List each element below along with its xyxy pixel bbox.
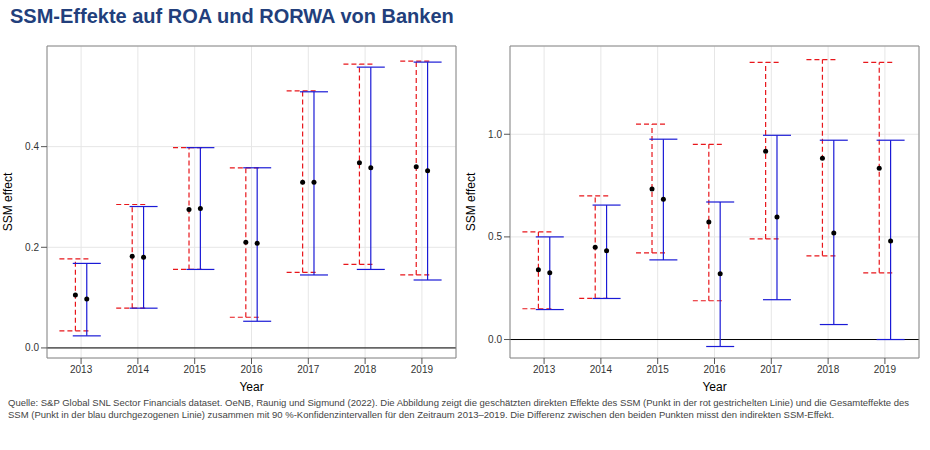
svg-text:0.4: 0.4	[25, 141, 39, 152]
svg-text:0.0: 0.0	[488, 334, 502, 345]
html-text:SSM-Effekte auf ROA und RORWA: SSM-Effekte auf ROA und RORWA von Banken	[10, 5, 454, 27]
svg-text:2014: 2014	[590, 364, 613, 375]
svg-text:2019: 2019	[411, 364, 434, 375]
svg-text:2016: 2016	[703, 364, 726, 375]
svg-text:Year: Year	[239, 380, 263, 394]
svg-text:2013: 2013	[70, 364, 93, 375]
svg-text:SSM effect: SSM effect	[465, 172, 478, 231]
svg-text:2014: 2014	[127, 364, 150, 375]
svg-text:0.5: 0.5	[488, 231, 502, 242]
svg-text:2019: 2019	[874, 364, 897, 375]
svg-text:0.2: 0.2	[25, 242, 39, 253]
svg-text:2013: 2013	[533, 364, 556, 375]
svg-text:2018: 2018	[817, 364, 840, 375]
svg-text:2018: 2018	[354, 364, 377, 375]
svg-text:2016: 2016	[240, 364, 263, 375]
svg-text:0.0: 0.0	[25, 342, 39, 353]
svg-text:2015: 2015	[647, 364, 670, 375]
svg-text:SSM effect: SSM effect	[8, 172, 15, 231]
svg-text:2017: 2017	[760, 364, 783, 375]
svg-text:2015: 2015	[184, 364, 207, 375]
svg-text:2017: 2017	[297, 364, 320, 375]
svg-text:Year: Year	[702, 380, 726, 394]
svg-text:1.0: 1.0	[488, 129, 502, 140]
html-text:Quelle: S&P Global SNL Sector: Quelle: S&P Global SNL Sector Financials…	[8, 397, 910, 420]
